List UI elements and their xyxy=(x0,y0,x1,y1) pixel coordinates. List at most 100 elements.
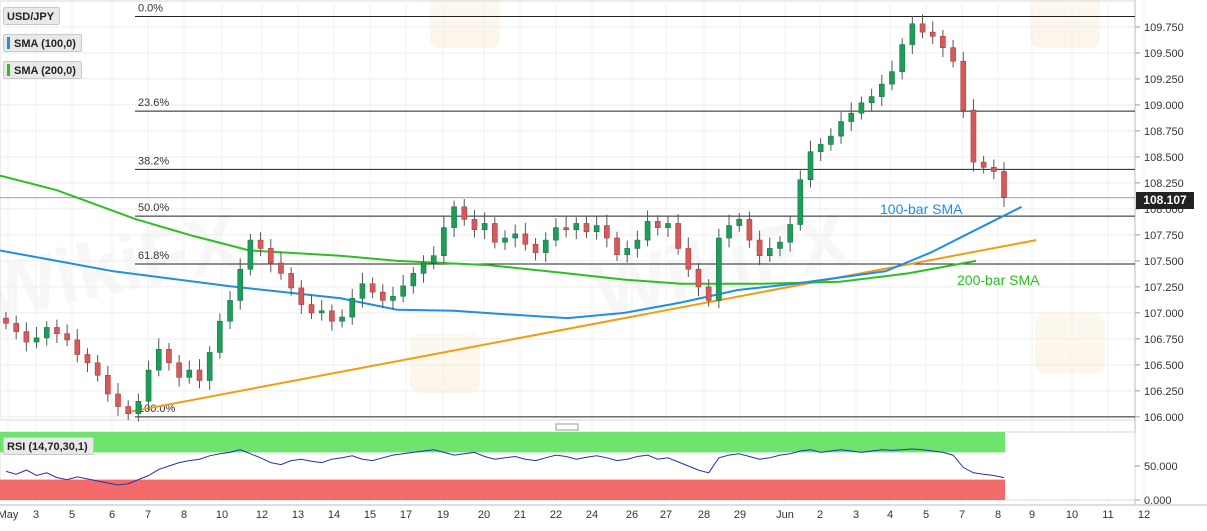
candle-body xyxy=(349,298,356,318)
price-tick-label: 109.750 xyxy=(1144,22,1184,34)
candle-body xyxy=(787,224,793,243)
candle-body xyxy=(430,255,437,264)
candle-body xyxy=(522,233,529,245)
candle-body xyxy=(13,322,19,332)
sma100-annotation: 100-bar SMA xyxy=(880,201,963,217)
candle-body xyxy=(766,248,773,256)
time-tick-label: 28 xyxy=(698,509,710,521)
candle-body xyxy=(471,218,478,230)
candle-body xyxy=(64,333,70,341)
candle-body xyxy=(298,287,305,305)
candle-body xyxy=(329,310,335,322)
candle-body xyxy=(257,239,264,249)
candle-body xyxy=(563,227,569,230)
time-tick-label: 12 xyxy=(256,509,268,521)
sma100-badge[interactable]: SMA (100,0) xyxy=(3,34,82,52)
price-tick-label: 107.500 xyxy=(1144,256,1184,268)
candle-body xyxy=(1001,171,1007,198)
candle-body xyxy=(940,35,946,49)
candle-body xyxy=(166,348,172,364)
price-tick-label: 109.500 xyxy=(1144,48,1184,60)
time-tick-label: 6 xyxy=(109,509,115,521)
symbol-label: USD/JPY xyxy=(7,11,55,23)
rsi-line xyxy=(5,448,1005,486)
candle-body xyxy=(512,233,518,239)
candle-body xyxy=(970,109,977,163)
candle-body xyxy=(379,291,386,301)
candle-body xyxy=(502,237,508,243)
sma100-swatch xyxy=(7,37,10,50)
time-tick-label: 11 xyxy=(1102,509,1113,521)
candle-body xyxy=(410,273,417,287)
candle-body xyxy=(746,218,753,241)
candle-body xyxy=(369,283,376,293)
candle-body xyxy=(777,241,783,249)
time-tick-label: 24 xyxy=(586,509,598,521)
rsi-label: RSI (14,70,30,1) xyxy=(7,441,88,453)
candle-body xyxy=(54,327,60,334)
candle-body xyxy=(318,310,325,314)
candle-body xyxy=(461,206,468,220)
candle-body xyxy=(23,331,30,343)
candle-body xyxy=(665,223,671,228)
candle-body xyxy=(573,223,580,230)
candle-body xyxy=(267,248,274,264)
symbol-badge[interactable]: USD/JPY xyxy=(3,7,61,25)
candle-body xyxy=(828,135,834,145)
fib-label: 38.2% xyxy=(138,155,169,167)
candle-body xyxy=(74,339,81,355)
time-tick-label: May xyxy=(0,509,19,521)
sma200-badge[interactable]: SMA (200,0) xyxy=(3,61,82,79)
candle-body xyxy=(909,23,916,45)
candle-body xyxy=(705,286,712,301)
candle-body xyxy=(858,102,865,114)
fibonacci-levels: 0.0%23.6%38.2%50.0%61.8%100.0% xyxy=(135,3,1135,418)
candle-body xyxy=(451,206,457,228)
watermark-text-left: WikiFX xyxy=(0,197,247,337)
candle-body xyxy=(736,218,743,226)
time-tick-label: 2 xyxy=(817,509,823,521)
candle-body xyxy=(675,223,681,249)
candle-body xyxy=(196,369,203,381)
panel-resize-handle xyxy=(555,423,579,431)
time-tick-label: 19 xyxy=(437,509,449,521)
rsi-badge[interactable]: RSI (14,70,30,1) xyxy=(3,437,94,455)
price-tick-label: 108.250 xyxy=(1144,178,1184,190)
last-price-value: 108.107 xyxy=(1143,193,1187,207)
grid xyxy=(0,0,1145,505)
time-tick-label: 7 xyxy=(145,509,151,521)
time-tick-label: 3 xyxy=(853,509,859,521)
time-axis: May 3 5 6 7 8 10 12 13 14 15 17 19 20 21 22 24 26 27 28 29 Ju… xyxy=(0,504,1207,521)
candle-body xyxy=(3,317,9,324)
candle-body xyxy=(695,268,702,288)
price-tick-label: 108.500 xyxy=(1144,152,1184,164)
rsi-tick-label: 0.000 xyxy=(1144,495,1172,507)
fib-label: 61.8% xyxy=(138,250,169,262)
time-tick-label: 14 xyxy=(328,509,340,521)
time-tick-label: 7 xyxy=(959,509,965,521)
candle-body xyxy=(593,225,600,233)
last-price-tag: 108.107 xyxy=(1136,192,1194,209)
time-tick-label: 27 xyxy=(660,509,672,521)
time-tick-label: 5 xyxy=(923,509,929,521)
time-tick-label: 9 xyxy=(1029,509,1035,521)
watermark-logo-3 xyxy=(430,0,500,48)
watermark-logo-0 xyxy=(410,333,480,393)
sma100-line xyxy=(0,205,1022,320)
candle-body xyxy=(288,273,294,289)
candle-body xyxy=(878,83,885,97)
fib-label: 50.0% xyxy=(138,202,169,214)
sma200-line xyxy=(0,174,977,285)
candle-body xyxy=(105,374,111,395)
candle-body xyxy=(919,23,926,33)
time-tick-label: 10 xyxy=(1066,509,1078,521)
candle-body xyxy=(817,144,824,153)
candle-body xyxy=(492,223,498,243)
time-tick-label: 26 xyxy=(626,509,638,521)
candle-body xyxy=(624,248,631,255)
time-tick-label: 12 xyxy=(1138,509,1150,521)
price-tick-label: 107.000 xyxy=(1144,308,1184,320)
watermark-logo-2 xyxy=(1030,0,1100,48)
